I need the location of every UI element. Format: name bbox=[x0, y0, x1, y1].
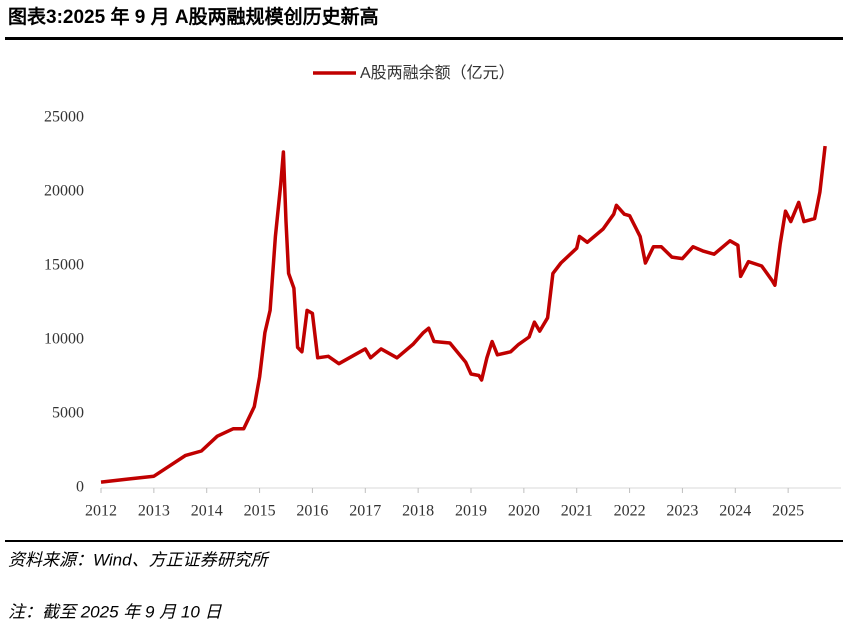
note-text: 注：截至 2025 年 9 月 10 日 bbox=[8, 602, 223, 621]
data-line bbox=[100, 145, 827, 484]
y-tick-label: 10000 bbox=[44, 331, 84, 348]
x-tick-label: 2017 bbox=[349, 503, 381, 520]
x-tick-label: 2020 bbox=[508, 503, 540, 520]
x-tick-label: 2016 bbox=[296, 503, 328, 520]
title-rule bbox=[5, 37, 843, 40]
source-text: 资料来源：Wind、方正证券研究所 bbox=[8, 550, 271, 569]
y-tick-label: 0 bbox=[76, 479, 84, 496]
source-rule bbox=[5, 540, 843, 542]
x-tick-label: 2018 bbox=[402, 503, 434, 520]
x-tick-label: 2025 bbox=[772, 503, 804, 520]
x-tick-label: 2014 bbox=[191, 503, 223, 520]
x-tick-label: 2015 bbox=[244, 503, 276, 520]
y-tick-label: 15000 bbox=[44, 257, 84, 274]
y-tick-label: 25000 bbox=[44, 109, 84, 126]
x-tick-label: 2022 bbox=[614, 503, 646, 520]
x-tick-label: 2019 bbox=[455, 503, 487, 520]
x-tick-label: 2024 bbox=[719, 503, 751, 520]
x-tick-label: 2023 bbox=[666, 503, 698, 520]
y-tick-label: 20000 bbox=[44, 183, 84, 200]
y-tick-label: 5000 bbox=[52, 405, 84, 422]
x-tick-label: 2021 bbox=[561, 503, 593, 520]
legend-label: A股两融余额（亿元） bbox=[360, 63, 515, 82]
x-tick-label: 2012 bbox=[85, 503, 117, 520]
x-tick-label: 2013 bbox=[138, 503, 170, 520]
chart-title: 图表3:2025 年 9 月 A股两融规模创历史新高 bbox=[8, 5, 379, 28]
